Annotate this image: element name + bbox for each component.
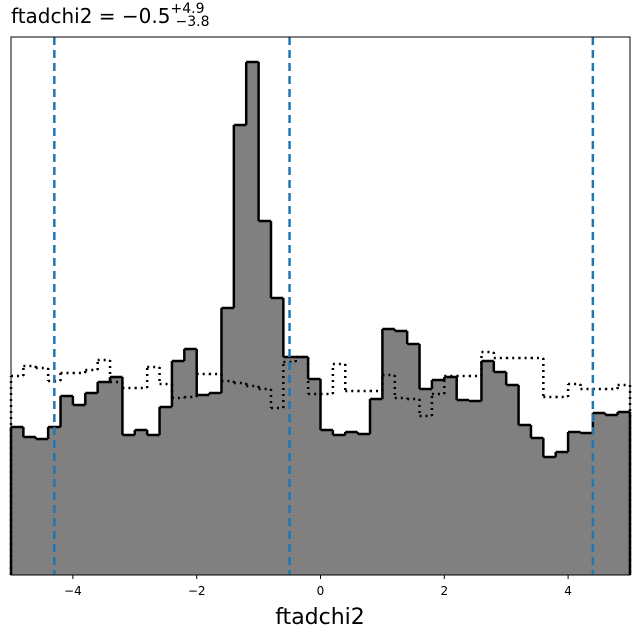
x-tick-label: −2	[188, 584, 206, 598]
histogram-bar	[270, 297, 284, 576]
histogram-bar	[332, 434, 346, 576]
histogram-bar	[85, 392, 98, 576]
histogram-bar	[196, 394, 210, 576]
histogram-bar	[47, 426, 61, 576]
histogram-bar	[221, 307, 235, 576]
x-tick-label: 2	[440, 584, 448, 598]
x-axis-label: ftadchi2	[275, 605, 365, 630]
histogram-bar	[493, 371, 507, 576]
histogram-bar	[505, 384, 519, 576]
histogram-bar	[468, 400, 482, 576]
histogram-bar	[543, 456, 556, 576]
histogram-bar	[159, 406, 173, 576]
x-tick-label: 0	[317, 584, 325, 598]
histogram-bar	[208, 392, 222, 576]
histogram-bar	[233, 124, 247, 576]
chart-title: ftadchi2 = −0.5+4.9 −3.8	[11, 1, 209, 30]
histogram-bar	[481, 360, 495, 576]
title-main: ftadchi2 = −0.5	[11, 4, 170, 28]
histogram-bar	[320, 429, 334, 576]
histogram-bar	[617, 411, 631, 576]
histogram-bar	[35, 438, 49, 576]
histogram-bar	[604, 414, 618, 576]
histogram-bar	[245, 61, 259, 576]
histogram-bar	[592, 412, 606, 576]
histogram-bar	[580, 432, 594, 576]
histogram-bar	[134, 429, 148, 576]
histogram-bar	[394, 330, 408, 576]
title-lower: −3.8	[175, 14, 209, 30]
histogram-bar	[357, 433, 371, 576]
histogram-bar	[382, 328, 396, 576]
histogram-bar	[530, 437, 544, 576]
histogram-bar	[431, 379, 445, 576]
histogram-bar	[456, 399, 470, 576]
histogram-bar	[97, 381, 111, 576]
histogram-bar	[567, 431, 581, 576]
histogram-bar	[406, 343, 420, 576]
histogram-bar	[72, 404, 86, 576]
histogram-bar	[171, 360, 185, 576]
x-tick-label: −4	[64, 584, 82, 598]
histogram-bar	[307, 378, 321, 576]
histogram-bar	[10, 426, 24, 576]
histogram-bar	[146, 434, 160, 576]
histogram-bar	[60, 395, 74, 576]
histogram-bar	[23, 436, 37, 576]
title-upper: +4.9	[170, 1, 204, 17]
histogram-bar	[369, 398, 383, 576]
x-tick-label: 4	[564, 584, 572, 598]
histogram-bar	[555, 451, 569, 576]
histogram-bar	[184, 348, 197, 576]
histogram-bar	[122, 434, 136, 576]
histogram-bar	[518, 424, 532, 576]
histogram-bar	[295, 356, 309, 576]
histogram-bar	[109, 376, 123, 576]
histogram-bar	[345, 431, 358, 576]
histogram-bar	[258, 220, 272, 576]
histogram-bar	[444, 376, 457, 576]
